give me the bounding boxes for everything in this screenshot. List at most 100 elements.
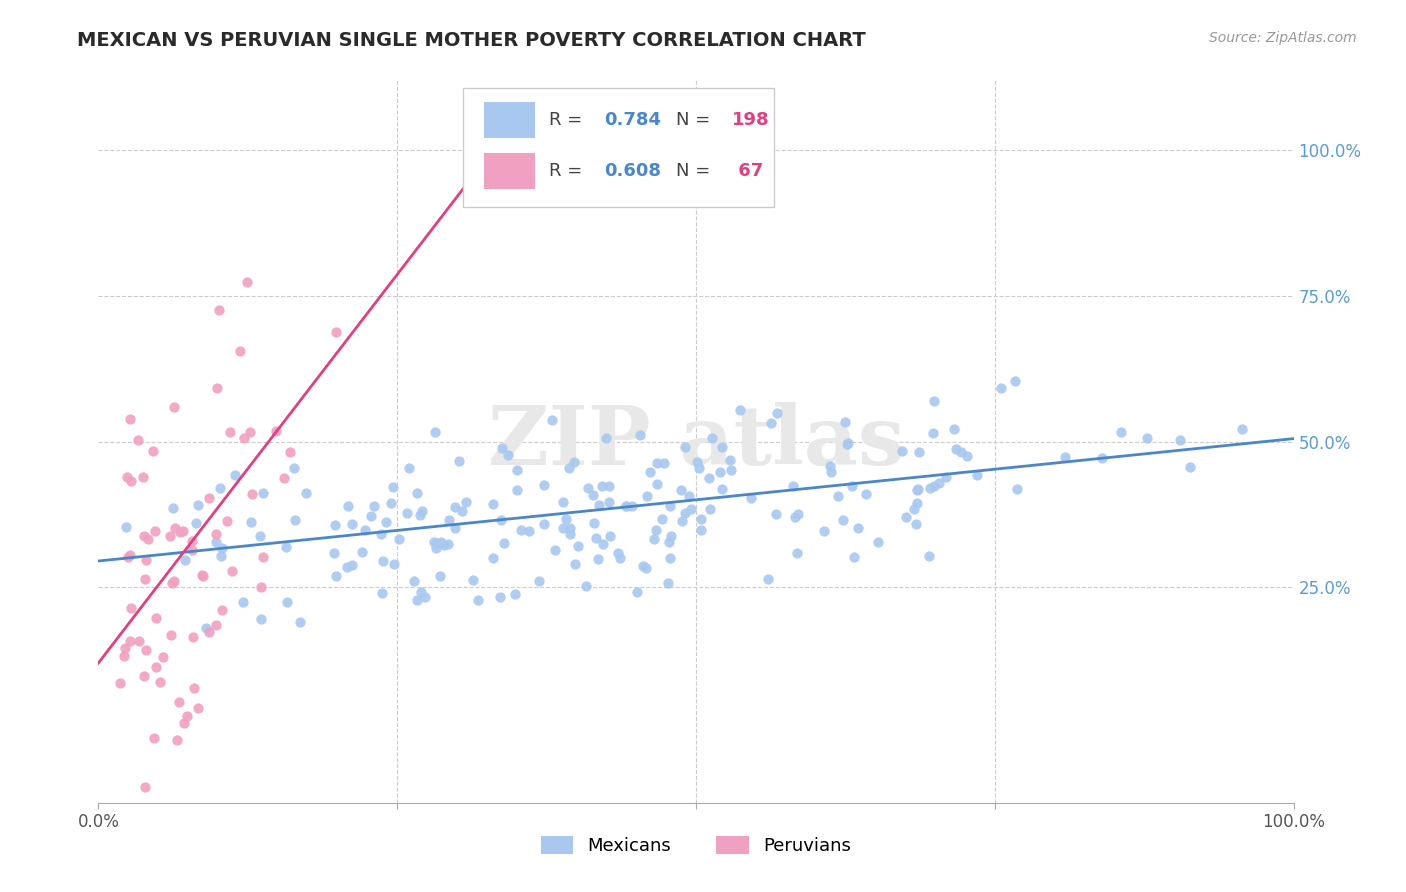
Point (165, 521, 187, 535)
Point (562, 455, 585, 469)
Point (187, 499, 209, 513)
Point (1232, 422, 1254, 436)
Point (905, 483, 928, 497)
Point (482, 550, 505, 565)
Point (659, 529, 682, 543)
Point (264, 424, 287, 438)
Point (114, 641, 136, 656)
Point (709, 465, 731, 479)
Point (555, 511, 578, 525)
Point (585, 532, 607, 546)
Text: 0.608: 0.608 (605, 161, 661, 179)
Point (198, 625, 221, 640)
Point (491, 441, 513, 455)
Point (945, 442, 967, 457)
Point (120, 474, 142, 488)
Point (236, 275, 259, 289)
Point (273, 471, 295, 485)
Point (1091, 450, 1114, 465)
Point (166, 733, 188, 747)
Point (541, 413, 564, 427)
Point (700, 431, 723, 445)
Point (482, 498, 505, 512)
Point (373, 554, 395, 568)
Point (224, 468, 246, 483)
Text: MEXICAN VS PERUVIAN SINGLE MOTHER POVERTY CORRELATION CHART: MEXICAN VS PERUVIAN SINGLE MOTHER POVERT… (77, 31, 866, 50)
Point (990, 381, 1012, 395)
Point (1109, 425, 1132, 440)
Point (283, 460, 305, 475)
Point (710, 483, 733, 497)
Point (181, 630, 204, 644)
Point (527, 574, 550, 589)
Point (370, 527, 392, 541)
Point (582, 487, 605, 501)
Point (818, 458, 841, 473)
Point (855, 487, 877, 501)
Point (673, 440, 696, 454)
Text: N =: N = (676, 111, 716, 129)
Point (423, 425, 446, 440)
Point (659, 551, 682, 566)
Point (145, 660, 167, 674)
Point (354, 523, 377, 537)
Point (233, 431, 256, 445)
Point (388, 532, 411, 546)
Point (381, 480, 404, 494)
Point (956, 449, 979, 463)
Point (634, 561, 657, 575)
Point (142, 731, 165, 745)
Point (567, 539, 589, 553)
Point (907, 482, 929, 496)
Point (678, 489, 700, 503)
Point (638, 465, 661, 479)
Point (614, 499, 637, 513)
Point (659, 499, 682, 513)
Point (162, 500, 184, 515)
Point (288, 615, 311, 630)
Point (132, 469, 155, 483)
Point (928, 476, 950, 491)
Point (240, 486, 263, 500)
Point (180, 543, 202, 558)
Point (728, 403, 751, 417)
Point (782, 478, 804, 492)
Point (163, 574, 186, 588)
Point (533, 516, 555, 531)
Point (921, 425, 943, 440)
Point (409, 508, 432, 523)
Point (142, 444, 165, 458)
Point (575, 579, 598, 593)
Point (688, 460, 710, 475)
Point (127, 433, 149, 447)
Point (576, 482, 599, 496)
Point (336, 560, 359, 574)
Point (160, 575, 183, 590)
Point (658, 535, 681, 549)
Point (443, 521, 465, 535)
Point (1178, 460, 1201, 475)
Point (221, 564, 243, 578)
Point (681, 501, 703, 516)
Point (551, 521, 574, 535)
Point (820, 465, 842, 479)
Point (211, 603, 233, 617)
Point (492, 536, 515, 550)
Point (1136, 431, 1159, 445)
Point (115, 520, 138, 534)
Point (645, 456, 668, 470)
Point (117, 549, 139, 564)
Point (363, 499, 385, 513)
Point (506, 463, 529, 477)
Point (506, 483, 529, 498)
Point (429, 569, 451, 583)
Point (621, 500, 644, 514)
Point (187, 701, 209, 715)
Text: 198: 198 (733, 111, 769, 129)
Point (337, 499, 360, 513)
Point (827, 489, 849, 503)
Point (626, 585, 648, 599)
Point (110, 676, 132, 690)
Point (152, 649, 174, 664)
Point (323, 518, 346, 533)
